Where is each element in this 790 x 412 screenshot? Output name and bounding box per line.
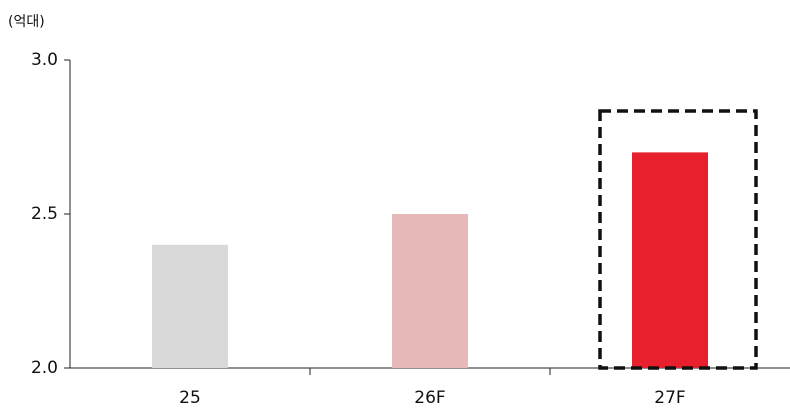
y-axis-unit: (억대) <box>8 14 45 30</box>
x-tick-label: 27F <box>654 388 685 408</box>
y-tick-label: 3.0 <box>31 50 58 70</box>
highlight-box <box>598 109 758 370</box>
y-tick-label: 2.0 <box>31 358 58 378</box>
x-tick-label: 26F <box>414 388 445 408</box>
bar <box>152 244 228 368</box>
bar <box>632 152 708 368</box>
x-tick-label: 25 <box>179 388 201 408</box>
y-tick-label: 2.5 <box>31 204 58 224</box>
bar <box>392 214 468 368</box>
